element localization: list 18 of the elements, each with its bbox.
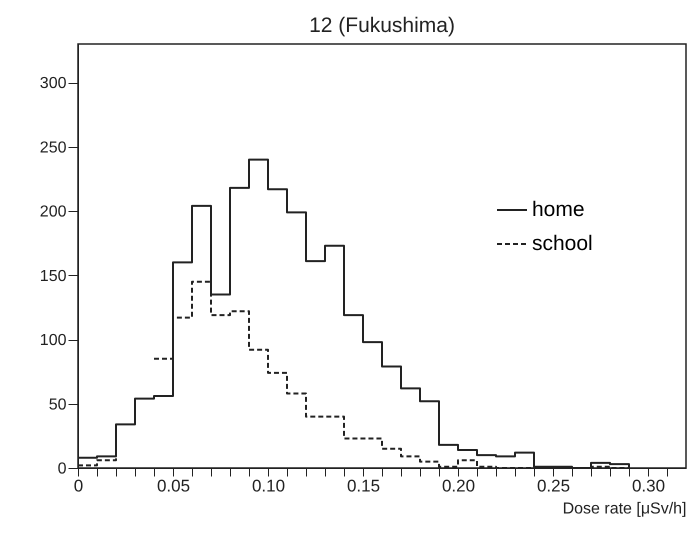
y-tick-label: 300 bbox=[40, 75, 67, 92]
x-tick-label: 0.15 bbox=[346, 476, 380, 496]
legend-label: home bbox=[532, 198, 585, 221]
x-tick-label: 0.20 bbox=[442, 476, 476, 496]
y-tick-label: 50 bbox=[48, 396, 67, 414]
legend-label: school bbox=[532, 232, 593, 255]
y-tick-label: 250 bbox=[40, 139, 67, 156]
y-tick-label: 0 bbox=[58, 460, 67, 478]
x-tick-label: 0.05 bbox=[156, 476, 190, 496]
y-tick-label: 100 bbox=[40, 332, 67, 350]
x-tick-label: 0.10 bbox=[252, 476, 286, 496]
y-tick-label: 200 bbox=[40, 204, 67, 221]
x-tick-label: 0.30 bbox=[632, 476, 666, 496]
x-tick-label: 0.25 bbox=[536, 476, 570, 496]
x-tick-label: 0 bbox=[74, 476, 84, 496]
x-axis-title: Dose rate [μSv/h] bbox=[562, 500, 686, 518]
y-tick-label: 150 bbox=[40, 268, 67, 285]
chart-title: 12 (Fukushima) bbox=[309, 14, 455, 37]
